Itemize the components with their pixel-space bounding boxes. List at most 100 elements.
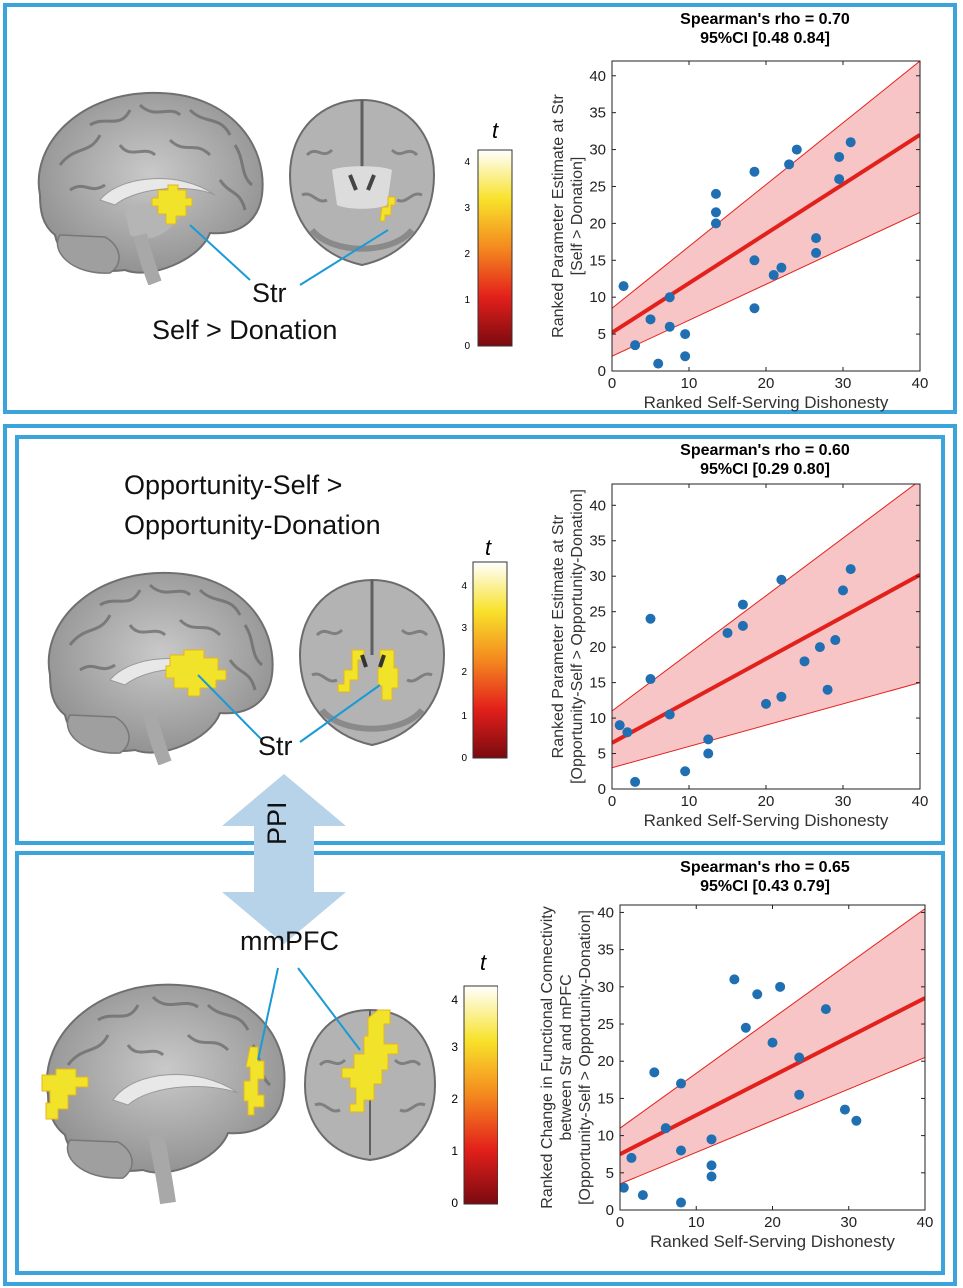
- y-tick-label: 25: [589, 178, 606, 195]
- colorbar-label: t: [492, 118, 499, 143]
- plot-area: [620, 908, 925, 1208]
- data-point: [776, 574, 787, 585]
- ppi-label: PPI: [262, 801, 292, 845]
- data-point: [822, 684, 833, 695]
- data-point: [740, 1022, 751, 1033]
- scatter-plot-3: 0 10 20 30 40 0 5 10 15 20 25 30 35 40 Ranked Self-Ser…: [539, 904, 934, 1251]
- data-point: [794, 1052, 805, 1063]
- y-tick-label: 30: [589, 142, 606, 159]
- x-tick-label: 0: [608, 793, 616, 810]
- data-point: [676, 1197, 686, 1208]
- y-tick-label: 25: [589, 604, 606, 621]
- plot-title: Spearman's rho = 0.70 95%CI [0.48 0.84]: [610, 10, 920, 48]
- colorbar-tick: 4: [464, 157, 470, 168]
- data-point: [703, 748, 714, 759]
- x-tick-label: 10: [681, 793, 698, 810]
- data-point: [799, 656, 810, 667]
- data-point: [620, 1182, 629, 1193]
- data-point: [680, 329, 691, 340]
- y-tick-label: 10: [589, 710, 606, 727]
- data-point: [618, 281, 629, 292]
- x-tick-label: 10: [688, 1214, 705, 1231]
- data-point: [784, 159, 795, 170]
- y-tick-label: 25: [597, 1016, 614, 1033]
- data-point: [791, 144, 802, 155]
- data-point: [664, 292, 675, 303]
- confidence-band: [612, 61, 920, 357]
- data-point: [830, 635, 841, 646]
- data-point: [710, 207, 721, 218]
- data-point: [630, 776, 641, 787]
- data-point: [820, 1004, 831, 1015]
- data-point: [710, 218, 721, 229]
- regression-line: [620, 996, 925, 1156]
- regression-line: [612, 133, 920, 335]
- data-point: [845, 564, 856, 575]
- x-axis-label: Ranked Self-Serving Dishonesty: [644, 811, 889, 830]
- data-point: [722, 627, 733, 638]
- data-point: [767, 1037, 778, 1048]
- data-point: [706, 1134, 717, 1145]
- data-point: [676, 1078, 686, 1089]
- data-point: [761, 698, 771, 709]
- colorbar: t 0 1 2 3 4: [464, 118, 513, 352]
- confidence-band: [612, 484, 920, 769]
- y-axis-label: Ranked Parameter Estimate at Str: [550, 514, 567, 758]
- colorbar-tick: 2: [461, 667, 467, 678]
- y-tick-label: 40: [589, 68, 606, 85]
- panel-3-frame: [15, 851, 945, 1275]
- sagittal-brain-image: [47, 571, 274, 765]
- panel-2-3-outer-frame: [3, 424, 957, 1286]
- data-point: [645, 613, 656, 624]
- contrast-label-line1: Opportunity-Self >: [124, 470, 343, 500]
- data-point: [768, 270, 779, 281]
- data-point: [749, 255, 760, 266]
- y-axis-label: Ranked Change in Functional Connectivity: [539, 906, 556, 1208]
- contrast-label-line2: Opportunity-Donation: [124, 510, 381, 540]
- data-point: [626, 1152, 637, 1163]
- x-tick-label: 0: [608, 375, 616, 392]
- y-tick-label: 35: [597, 942, 614, 959]
- colorbar-tick: 3: [461, 623, 467, 634]
- data-point: [737, 620, 748, 631]
- plot-area: [612, 484, 920, 787]
- y-tick-label: 20: [597, 1053, 614, 1070]
- colorbar-tick: 2: [451, 1092, 458, 1106]
- data-point: [814, 642, 825, 653]
- colorbar-tick: 1: [451, 1144, 458, 1158]
- colorbar-tick: 1: [464, 295, 470, 306]
- plot-title-ci: 95%CI [0.29 0.80]: [700, 461, 830, 478]
- sagittal-brain-image: [37, 91, 264, 285]
- data-point: [680, 766, 691, 777]
- y-axis-label: Ranked Parameter Estimate at Str: [550, 94, 567, 338]
- scatter-plot-1: 0 10 20 30 40 0 5 10 15 20 25 30 35 40 Ranked Self-Ser…: [550, 60, 928, 412]
- plot-title-ci: 95%CI [0.48 0.84]: [700, 30, 830, 47]
- plot-title-rho: Spearman's rho = 0.60: [680, 442, 850, 459]
- y-tick-label: 15: [589, 252, 606, 269]
- x-tick-label: 30: [840, 1214, 857, 1231]
- data-point: [851, 1115, 862, 1126]
- y-tick-label: 20: [589, 215, 606, 232]
- x-tick-label: 40: [912, 793, 929, 810]
- data-point: [664, 321, 675, 332]
- plot-area: [612, 61, 920, 369]
- colorbar-tick: 0: [461, 753, 467, 764]
- x-tick-label: 30: [835, 375, 852, 392]
- x-tick-label: 40: [917, 1214, 934, 1231]
- colorbar-tick: 3: [451, 1040, 458, 1054]
- x-tick-label: 10: [681, 375, 698, 392]
- y-tick-label: 20: [589, 639, 606, 656]
- roi-pointer-lines: [197, 674, 381, 743]
- data-point: [776, 262, 787, 273]
- data-point: [645, 314, 656, 325]
- data-point: [749, 303, 760, 314]
- y-tick-label: 10: [589, 289, 606, 306]
- y-axis-label: [Self > Donation]: [569, 157, 586, 276]
- y-axis-label: [Opportunity-Self > Opportunity-Donation…: [569, 489, 586, 784]
- colorbar-label: t: [485, 540, 492, 560]
- roi-label: Str: [252, 278, 287, 308]
- plot-title-ci: 95%CI [0.43 0.79]: [700, 878, 830, 895]
- y-tick-label: 35: [589, 533, 606, 550]
- data-point: [630, 340, 641, 351]
- data-point: [749, 166, 760, 177]
